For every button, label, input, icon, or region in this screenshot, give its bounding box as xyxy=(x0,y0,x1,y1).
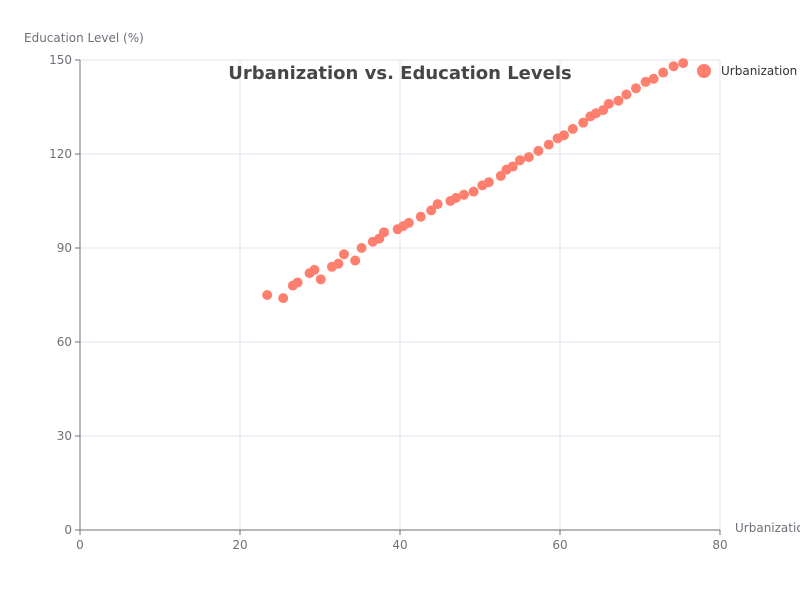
legend[interactable]: Urbanization xyxy=(697,64,797,78)
x-tick-label: 40 xyxy=(392,538,407,552)
x-axis-label: Urbanization xyxy=(735,521,800,535)
data-point xyxy=(603,98,614,109)
data-point xyxy=(379,227,389,238)
axes xyxy=(75,59,721,535)
data-point xyxy=(278,293,289,304)
data-point xyxy=(621,89,632,100)
y-tick-label: 60 xyxy=(57,335,72,349)
chart-title: Urbanization vs. Education Levels xyxy=(228,63,571,84)
y-tick-label: 30 xyxy=(57,429,72,443)
legend-label: Urbanization xyxy=(721,64,797,78)
data-point xyxy=(292,277,303,288)
data-point xyxy=(483,177,494,188)
data-point xyxy=(658,67,669,78)
grid-lines xyxy=(80,59,721,530)
data-point xyxy=(403,217,414,228)
legend-marker xyxy=(697,64,711,78)
data-point xyxy=(533,145,544,156)
data-point xyxy=(648,73,659,84)
data-point xyxy=(415,211,426,222)
data-point xyxy=(315,274,326,285)
data-point xyxy=(356,243,367,253)
data-point xyxy=(559,130,569,141)
y-tick-label: 0 xyxy=(64,523,72,537)
data-point xyxy=(432,199,443,210)
data-point xyxy=(578,117,589,128)
data-point xyxy=(339,249,349,260)
y-tick-label: 90 xyxy=(57,241,72,255)
data-point xyxy=(543,139,554,150)
data-point xyxy=(640,76,651,87)
x-tick-label: 80 xyxy=(712,538,727,552)
data-point xyxy=(451,192,461,203)
data-point xyxy=(426,205,437,216)
data-point xyxy=(515,155,525,166)
data-point xyxy=(523,152,534,163)
data-point xyxy=(631,83,641,94)
data-point xyxy=(668,61,679,72)
data-point xyxy=(309,264,320,275)
y-tick-label: 150 xyxy=(49,53,72,67)
data-point xyxy=(350,255,361,266)
data-point xyxy=(567,123,578,134)
x-tick-label: 20 xyxy=(232,538,247,552)
data-point xyxy=(468,186,479,197)
x-tick-label: 0 xyxy=(76,538,84,552)
y-axis-label: Education Level (%) xyxy=(24,31,144,45)
data-point xyxy=(333,258,344,269)
data-point xyxy=(613,95,624,106)
data-point xyxy=(262,290,273,300)
data-point xyxy=(678,58,689,69)
data-point xyxy=(507,161,518,172)
y-tick-label: 120 xyxy=(49,147,72,161)
tick-labels: 0 20 40 60 80 0 30 60 90 120 150 xyxy=(49,53,728,552)
data-point xyxy=(459,189,469,200)
data-points xyxy=(262,58,689,304)
x-tick-label: 60 xyxy=(552,538,567,552)
